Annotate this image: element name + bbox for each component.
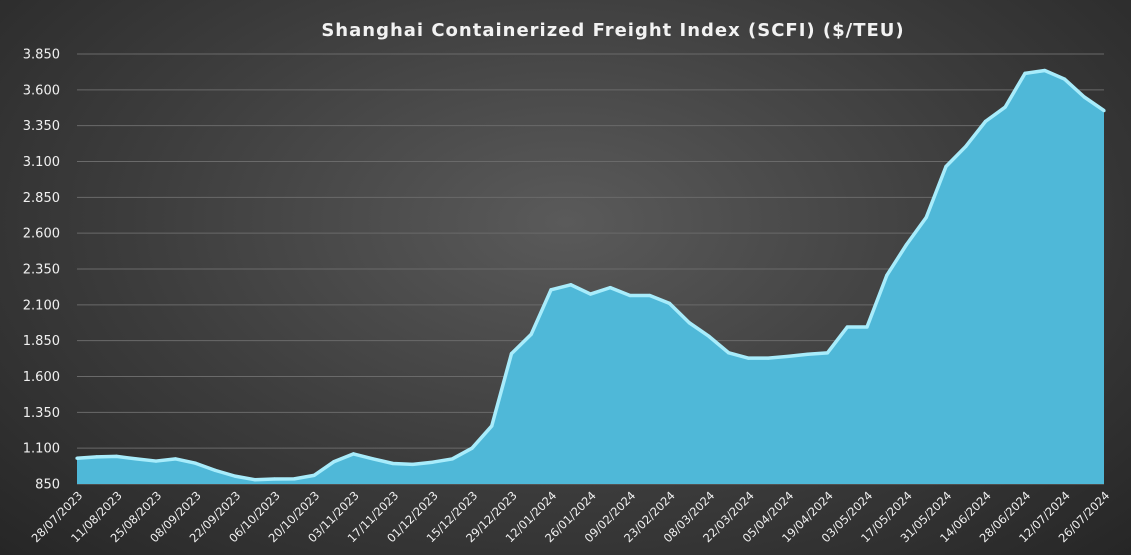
- data-point: [608, 286, 612, 290]
- data-point: [371, 457, 375, 461]
- y-tick-label: 1.350: [23, 406, 60, 421]
- data-point: [450, 457, 454, 461]
- data-point: [588, 292, 593, 296]
- data-point: [825, 351, 830, 355]
- data-point: [1102, 109, 1106, 113]
- data-point: [114, 454, 119, 458]
- data-point: [904, 243, 909, 247]
- y-tick-label: 3.350: [23, 119, 60, 134]
- data-point: [490, 424, 494, 428]
- data-point: [529, 332, 533, 336]
- data-point: [332, 460, 336, 464]
- data-point: [75, 456, 79, 460]
- data-point: [667, 301, 672, 305]
- y-tick-label: 2.350: [23, 263, 60, 278]
- data-point: [845, 325, 849, 329]
- y-axis: 850 1.100 1.350 1.600 1.850 2.100 2.350 2.600 2.…: [23, 48, 60, 493]
- data-point: [964, 144, 968, 149]
- data-point: [707, 334, 711, 338]
- data-point: [312, 473, 316, 477]
- data-point: [213, 468, 217, 472]
- data-point: [806, 352, 810, 356]
- y-tick-label: 2.600: [23, 227, 60, 242]
- data-point: [628, 293, 632, 298]
- data-point: [648, 293, 652, 298]
- data-point: [885, 273, 889, 278]
- y-tick-label: 3.100: [23, 155, 60, 170]
- y-tick-label: 1.100: [23, 442, 60, 457]
- x-axis: 28/07/202311/08/202325/08/202308/09/2023…: [29, 488, 1113, 545]
- data-point: [1082, 95, 1086, 99]
- data-point: [727, 351, 731, 355]
- data-point: [944, 164, 948, 169]
- y-tick-label: 3.850: [23, 48, 60, 63]
- series-area: [77, 70, 1104, 484]
- y-tick-label: 850: [35, 478, 60, 493]
- y-tick-label: 3.600: [23, 83, 60, 98]
- data-point: [1003, 105, 1007, 109]
- data-point: [411, 462, 415, 466]
- data-point: [569, 283, 573, 287]
- data-point: [924, 215, 928, 219]
- data-point: [1043, 68, 1047, 73]
- data-point: [154, 459, 158, 463]
- data-point: [865, 325, 869, 329]
- data-point: [549, 288, 553, 292]
- plot-area: [75, 68, 1106, 484]
- data-point: [766, 356, 770, 360]
- data-point: [1062, 77, 1067, 81]
- y-tick-label: 2.100: [23, 298, 60, 313]
- data-point: [351, 452, 356, 456]
- data-point: [292, 477, 296, 481]
- chart-title: Shanghai Containerized Freight Index (SC…: [321, 20, 904, 41]
- data-point: [746, 356, 751, 360]
- data-point: [193, 461, 198, 465]
- data-point: [786, 354, 790, 359]
- data-point: [134, 457, 138, 461]
- data-point: [470, 446, 474, 450]
- data-point: [233, 474, 237, 478]
- data-point: [509, 351, 514, 356]
- y-tick-label: 2.850: [23, 191, 60, 206]
- data-point: [1023, 71, 1027, 75]
- data-point: [430, 460, 435, 464]
- data-point: [95, 455, 99, 459]
- data-point: [174, 457, 178, 461]
- data-point: [253, 478, 257, 482]
- y-tick-label: 1.850: [23, 334, 60, 349]
- data-point: [983, 119, 988, 123]
- data-point: [272, 477, 277, 481]
- data-point: [391, 461, 395, 466]
- data-point: [687, 321, 691, 325]
- y-tick-label: 1.600: [23, 370, 60, 385]
